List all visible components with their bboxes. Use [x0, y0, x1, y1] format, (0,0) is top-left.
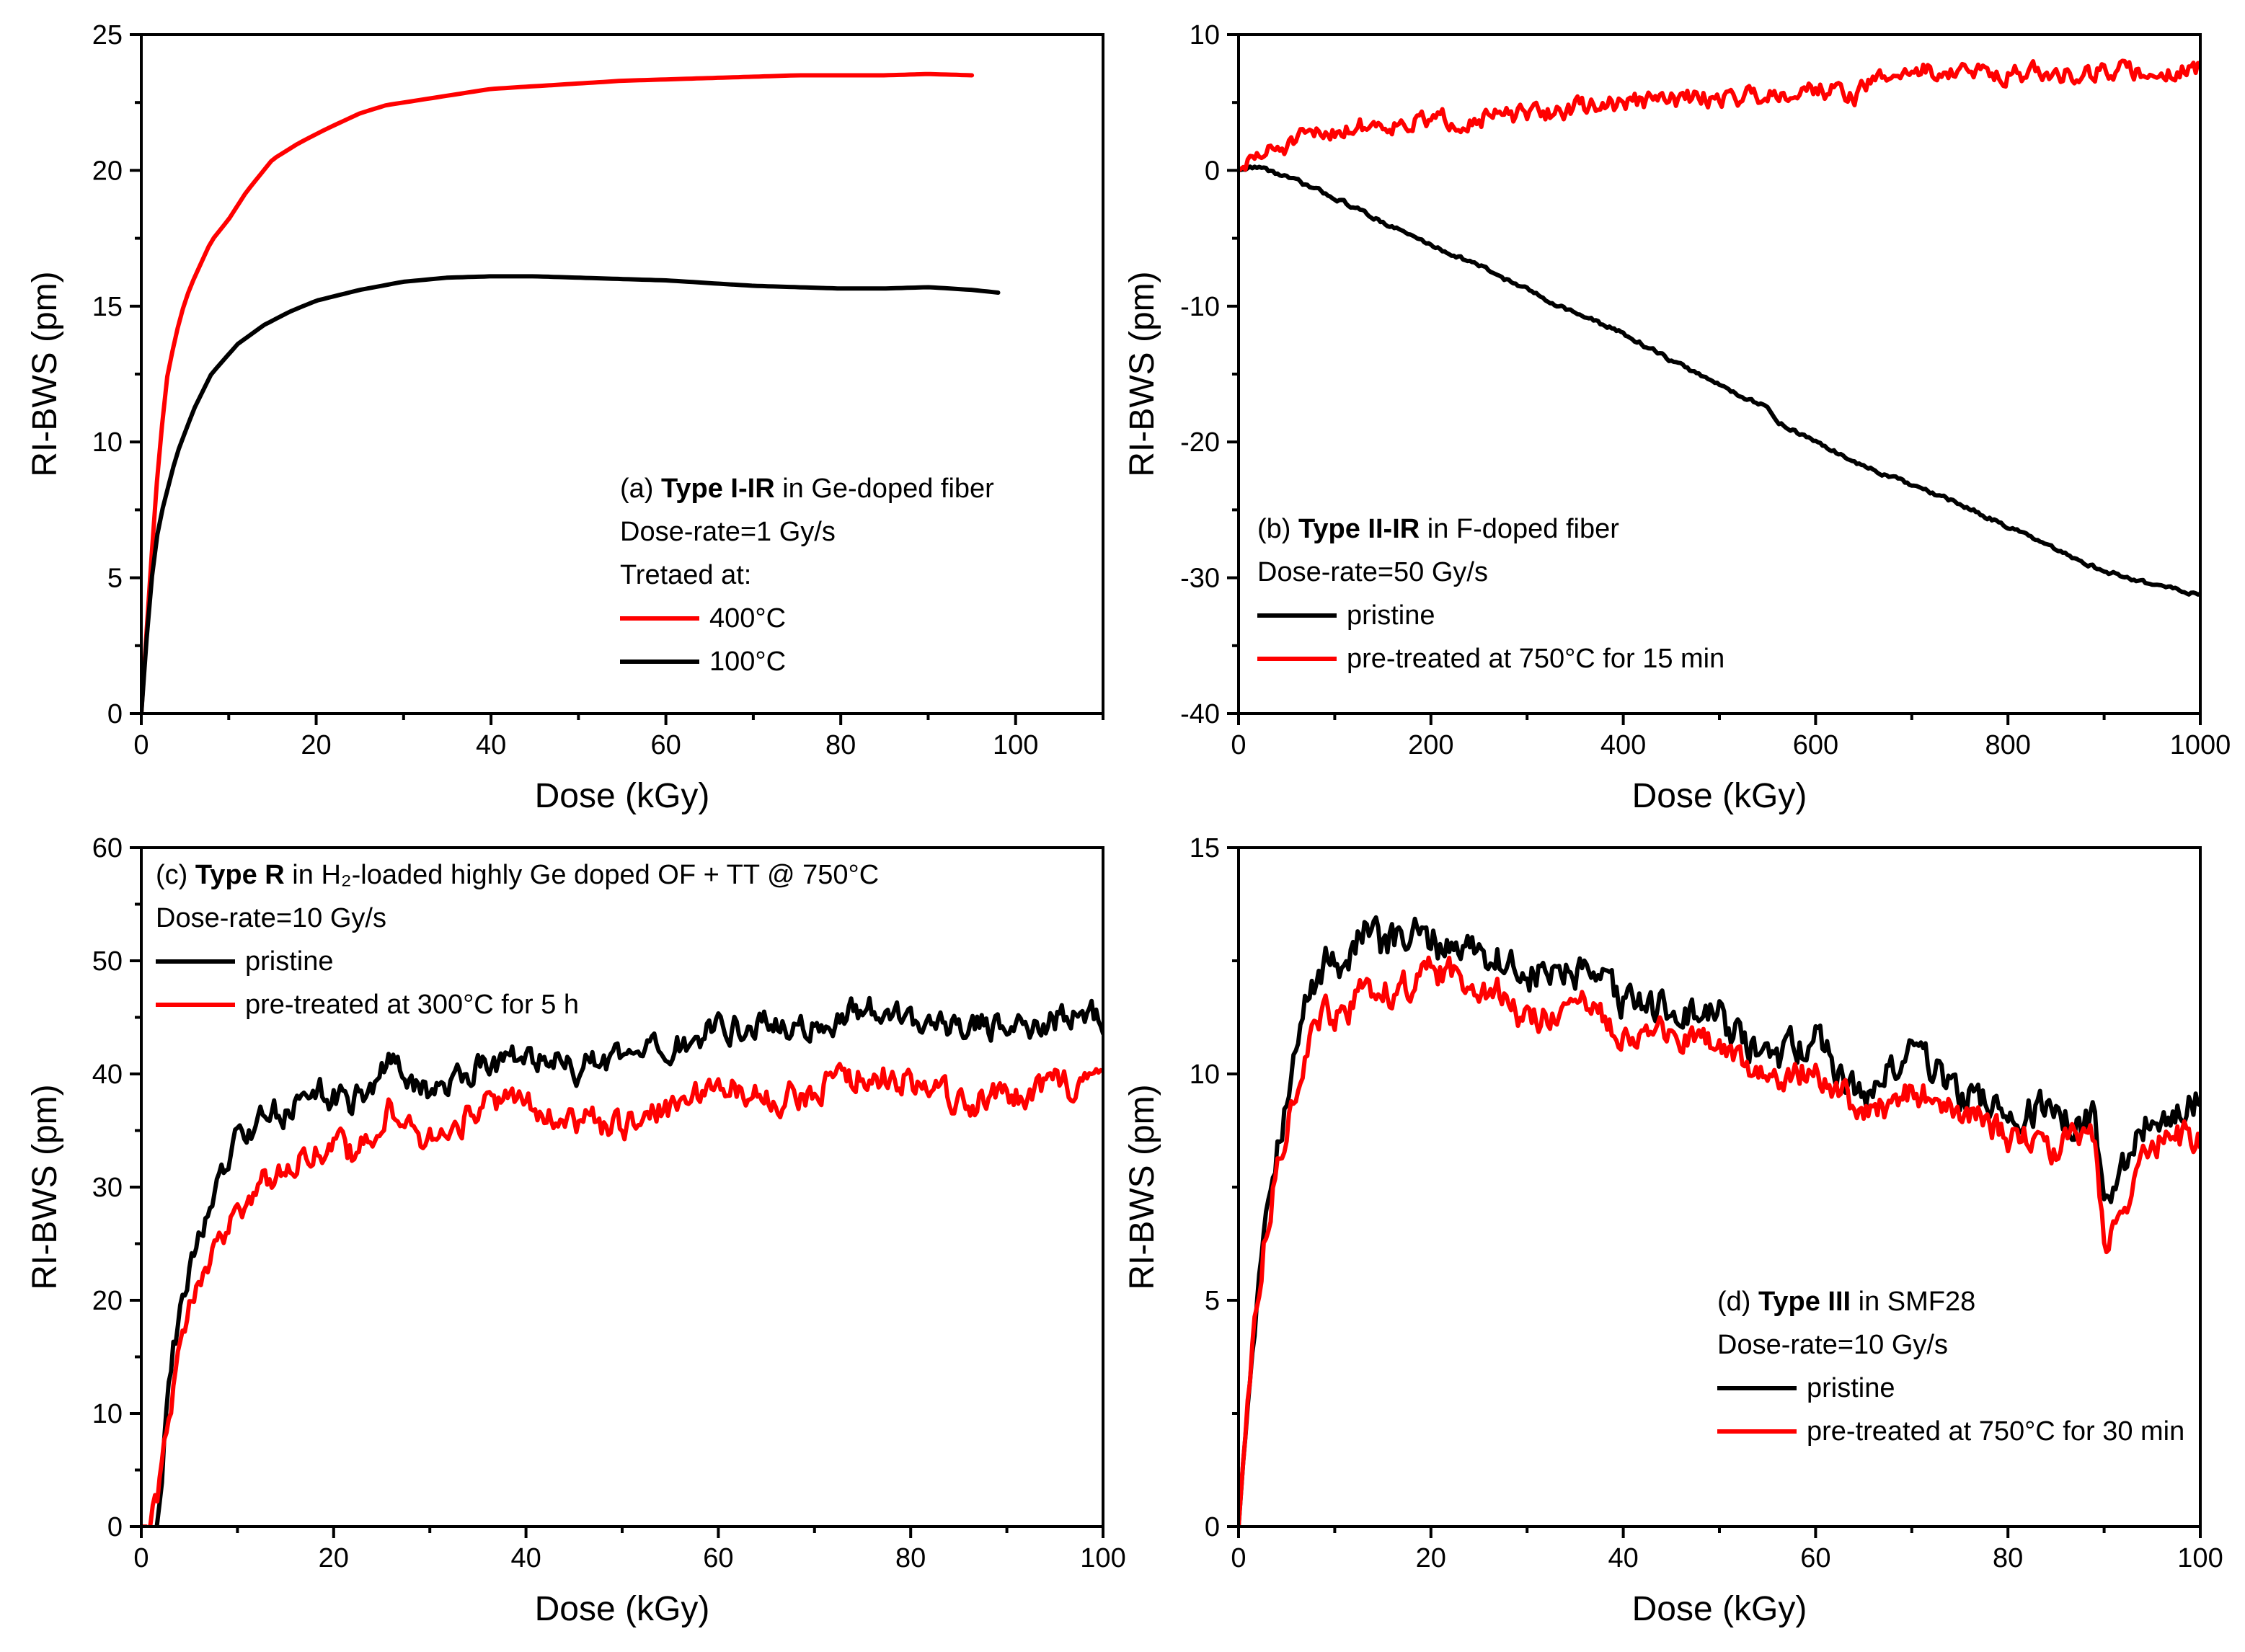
y-tick-label: -30 [1180, 564, 1220, 594]
plot-frame [140, 33, 1104, 715]
y-axis-title: RI-BWS (pm) [1123, 271, 1161, 476]
annotation-title: (a) Type I-IR in Ge-doped fiber [620, 474, 994, 504]
annotation-title: (c) Type R in H₂-loaded highly Ge doped … [156, 860, 879, 890]
y-tick-label: 5 [1205, 1286, 1220, 1316]
series-line-pristine [141, 995, 1103, 1527]
y-axis-title: RI-BWS (pm) [26, 271, 64, 476]
y-axis-title: RI-BWS (pm) [26, 1084, 64, 1289]
series-line-pre-treated-at-750-c-for-15-min [1239, 58, 2200, 173]
legend-entry: pristine [1347, 600, 1435, 631]
legend-entry: 100°C [709, 647, 786, 677]
series-line-pristine [1239, 164, 2200, 597]
series-line-pre-treated-at-300-c-for-5-h [141, 1062, 1103, 1527]
x-tick-label: 20 [301, 730, 331, 760]
y-tick-label: 20 [92, 156, 123, 186]
y-tick-label: 20 [92, 1286, 123, 1316]
x-tick-label: 0 [1231, 1543, 1246, 1573]
x-tick-label: 80 [1993, 1543, 2023, 1573]
panel-d: 0 20 40 60 80 100 0 5 10 15 Dose (kGy) RI-BWS (pm) (… [1123, 833, 2223, 1628]
panel-c: 0 20 40 60 80 100 0 10 20 30 40 50 60 Dose (kGy) RI-BW… [26, 833, 1126, 1628]
y-tick-label: -20 [1180, 427, 1220, 458]
y-tick-label: 30 [92, 1173, 123, 1203]
x-tick-label: 60 [1800, 1543, 1830, 1573]
legend-entry: pristine [245, 946, 334, 977]
x-tick-label: 0 [133, 730, 149, 760]
x-tick-label: 1000 [2170, 730, 2231, 760]
legend-entry: pre-treated at 300°C for 5 h [245, 990, 579, 1020]
x-tick-label: 0 [1231, 730, 1246, 760]
x-tick-label: 40 [476, 730, 506, 760]
x-tick-label: 60 [703, 1543, 733, 1573]
annotation-title: (b) Type II-IR in F-doped fiber [1257, 514, 1619, 544]
legend-entry: pristine [1807, 1373, 1895, 1403]
y-tick-label: 5 [107, 564, 123, 594]
annotation-line: Dose-rate=10 Gy/s [156, 903, 386, 933]
panel-b: 0 200 400 600 800 1000 -40 -30 -20 -10 0 10 Dose (kG… [1123, 20, 2231, 815]
y-tick-label: -10 [1180, 292, 1220, 322]
annotation-line: Dose-rate=10 Gy/s [1717, 1330, 1948, 1360]
x-tick-label: 400 [1600, 730, 1646, 760]
x-tick-label: 100 [2177, 1543, 2223, 1573]
x-tick-label: 200 [1408, 730, 1453, 760]
y-tick-label: 60 [92, 833, 123, 863]
y-tick-label: -40 [1180, 699, 1220, 729]
annotation-line: Dose-rate=1 Gy/s [620, 517, 836, 547]
x-tick-label: 100 [1080, 1543, 1125, 1573]
x-tick-label: 600 [1793, 730, 1838, 760]
annotation-line: Dose-rate=50 Gy/s [1257, 557, 1488, 587]
x-tick-label: 40 [1608, 1543, 1638, 1573]
annotation-line: Tretaed at: [620, 560, 751, 590]
legend-entry: 400°C [709, 603, 786, 634]
y-tick-label: 40 [92, 1060, 123, 1090]
y-tick-label: 50 [92, 946, 123, 977]
x-tick-label: 20 [1416, 1543, 1446, 1573]
x-tick-label: 80 [895, 1543, 926, 1573]
x-tick-label: 20 [319, 1543, 349, 1573]
x-tick-label: 60 [650, 730, 681, 760]
series-line-pristine [1239, 915, 2200, 1527]
x-tick-label: 80 [825, 730, 856, 760]
x-tick-label: 100 [993, 730, 1038, 760]
y-tick-label: 0 [107, 699, 123, 729]
y-tick-label: 10 [92, 427, 123, 458]
y-tick-label: 25 [92, 20, 123, 50]
y-tick-label: 0 [1205, 1512, 1220, 1542]
y-tick-label: 0 [107, 1512, 123, 1542]
x-tick-label: 0 [133, 1543, 149, 1573]
series-line-pre-treated-at-750-c-for-30-min [1239, 955, 2200, 1527]
series-line-100-c [141, 274, 1001, 714]
annotation-title: (d) Type III in SMF28 [1717, 1287, 1975, 1317]
x-axis-title: Dose (kGy) [1632, 777, 1807, 815]
panel-a: 0 20 40 60 80 100 0 5 10 15 20 25 Dose (kGy) RI-BWS (… [26, 20, 1104, 815]
legend-entry: pre-treated at 750°C for 30 min [1807, 1416, 2184, 1447]
x-axis-title: Dose (kGy) [535, 777, 710, 815]
y-axis-title: RI-BWS (pm) [1123, 1084, 1161, 1289]
y-tick-label: 0 [1205, 156, 1220, 186]
y-tick-label: 10 [92, 1399, 123, 1429]
x-axis-title: Dose (kGy) [1632, 1590, 1807, 1628]
x-axis-title: Dose (kGy) [535, 1590, 710, 1628]
legend-entry: pre-treated at 750°C for 15 min [1347, 644, 1724, 674]
y-tick-label: 15 [1190, 833, 1220, 863]
x-tick-label: 800 [1985, 730, 2030, 760]
series-line-400-c [141, 71, 975, 714]
y-tick-label: 10 [1190, 20, 1220, 50]
x-tick-label: 40 [510, 1543, 541, 1573]
y-tick-label: 10 [1190, 1060, 1220, 1090]
y-tick-label: 15 [92, 292, 123, 322]
